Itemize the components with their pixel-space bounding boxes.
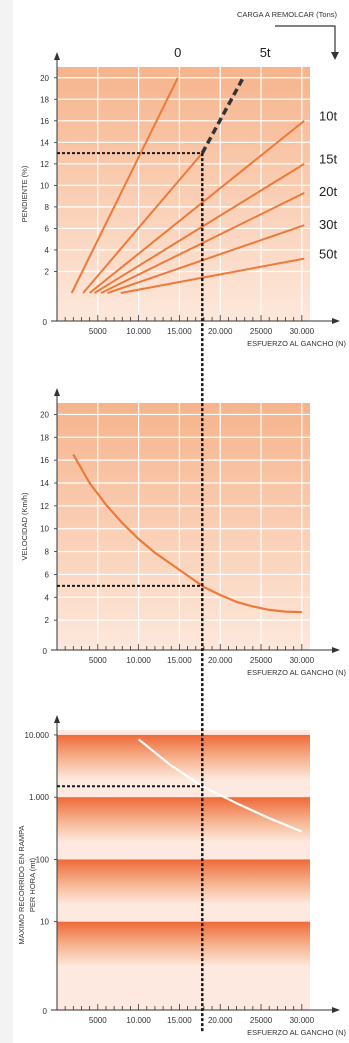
speed-curve (72, 453, 302, 614)
y-tick-label: 16 (40, 117, 49, 126)
x-axis-arrow (332, 647, 340, 653)
x-tick-label: 5000 (89, 656, 107, 665)
y-tick-label: 10 (40, 181, 49, 190)
y-tick-label: 100 (36, 855, 50, 864)
series-line-5t-dashed (200, 76, 245, 154)
y-tick-label: 6 (45, 570, 50, 579)
series-line-20t (100, 192, 305, 294)
x-axis-title: ESFUERZO AL GANCHO (N) (247, 1028, 346, 1037)
y-tick-label: 10 (40, 525, 49, 534)
y-tick-label: 2 (45, 616, 50, 625)
series-line-15t (93, 163, 305, 294)
y-tick-label: 4 (45, 246, 50, 255)
recorrido-panel: 10 100 1.000 10.000 0 5000 10.000 15.000 20.000 2… (17, 715, 346, 1037)
x-axis-arrow (332, 1007, 340, 1013)
y-tick-label: 1.000 (29, 793, 50, 802)
left-margin-strip (0, 0, 13, 1043)
x-axis-title: ESFUERZO AL GANCHO (N) (247, 668, 346, 677)
x-tick-label: 25000 (250, 656, 273, 665)
carga-arrow (275, 25, 336, 55)
x-tick-label: 20.000 (208, 656, 233, 665)
y-axis-arrow (54, 52, 60, 60)
x-tick-label: 30.000 (290, 656, 315, 665)
plot-background (57, 67, 310, 321)
series-line-0 (70, 77, 179, 294)
x-tick-label: 10.000 (126, 656, 151, 665)
series-line-30t (107, 224, 305, 294)
y-tick-label: 2 (45, 267, 50, 276)
series-label: 15t (319, 152, 337, 167)
origin-label: 0 (43, 1007, 48, 1016)
y-tick-label: 20 (40, 74, 49, 83)
y-tick-label: 12 (40, 502, 49, 511)
x-tick-label: 10.000 (126, 327, 151, 336)
origin-label: 0 (43, 647, 48, 656)
series-label: 0 (174, 45, 181, 60)
x-tick-label: 15.000 (167, 327, 192, 336)
series-label: 50t (319, 246, 337, 261)
y-tick-label: 4 (45, 593, 50, 602)
y-tick-label: 6 (45, 224, 50, 233)
y-axis-title: VELOCIDAD (Km/h) (20, 492, 29, 560)
series-label: 20t (319, 184, 337, 199)
decade-band (57, 797, 310, 843)
decade-band (57, 734, 310, 780)
y-axis-title: PENDIENTE (%) (20, 165, 29, 222)
x-tick-label: 5000 (89, 1016, 107, 1025)
header-title: CARGA A REMOLCAR (Tons) (237, 10, 338, 19)
series-line-5t (82, 152, 204, 294)
y-tick-label: 18 (40, 95, 49, 104)
series-label: 30t (319, 217, 337, 232)
y-tick-label: 20 (40, 410, 49, 419)
series-line-10t (88, 120, 305, 294)
y-tick-label: 14 (40, 479, 49, 488)
velocidad-panel: 2 4 6 8 10 12 14 16 18 20 0 5000 10.000 15.000 20.000 2… (20, 388, 346, 677)
x-axis-arrow (332, 318, 340, 324)
plot-background (57, 403, 310, 650)
y-tick-label: 10.000 (25, 731, 50, 740)
y-axis-title: MAXIMO RECORRIDO EN RAMPA PER HORA (mt) (17, 825, 37, 944)
y-tick-label: 16 (40, 456, 49, 465)
x-tick-label: 10.000 (126, 1016, 151, 1025)
x-tick-label: 30.000 (290, 327, 315, 336)
x-tick-label: 15.000 (167, 1016, 192, 1025)
y-tick-label: 8 (45, 203, 50, 212)
y-tick-label: 10 (40, 918, 49, 927)
series-line-50t (120, 257, 305, 294)
y-axis-arrow (54, 388, 60, 396)
series-label: 10t (319, 109, 337, 124)
carga-arrow-head (331, 52, 339, 60)
x-tick-label: 20.000 (208, 1016, 233, 1025)
x-tick-label: 20.000 (208, 327, 233, 336)
decade-band (57, 859, 310, 905)
x-tick-label: 30.000 (290, 1016, 315, 1025)
y-tick-label: 8 (45, 548, 50, 557)
y-tick-label: 14 (40, 138, 49, 147)
x-axis-title: ESFUERZO AL GANCHO (N) (247, 339, 346, 348)
x-tick-label: 25000 (250, 1016, 273, 1025)
x-tick-label: 25000 (250, 327, 273, 336)
decade-band (57, 921, 310, 967)
pendiente-panel: 2 4 6 8 10 12 14 16 18 20 0 5000 10.000 15.000 20.000 2… (20, 45, 346, 348)
x-tick-label: 5000 (89, 327, 107, 336)
x-tick-label: 15.000 (167, 656, 192, 665)
series-label: 5t (260, 45, 271, 60)
y-tick-label: 12 (40, 160, 49, 169)
range-curve (137, 738, 303, 833)
y-axis-arrow (54, 715, 60, 723)
y-tick-label: 18 (40, 433, 49, 442)
origin-label: 0 (43, 318, 48, 327)
